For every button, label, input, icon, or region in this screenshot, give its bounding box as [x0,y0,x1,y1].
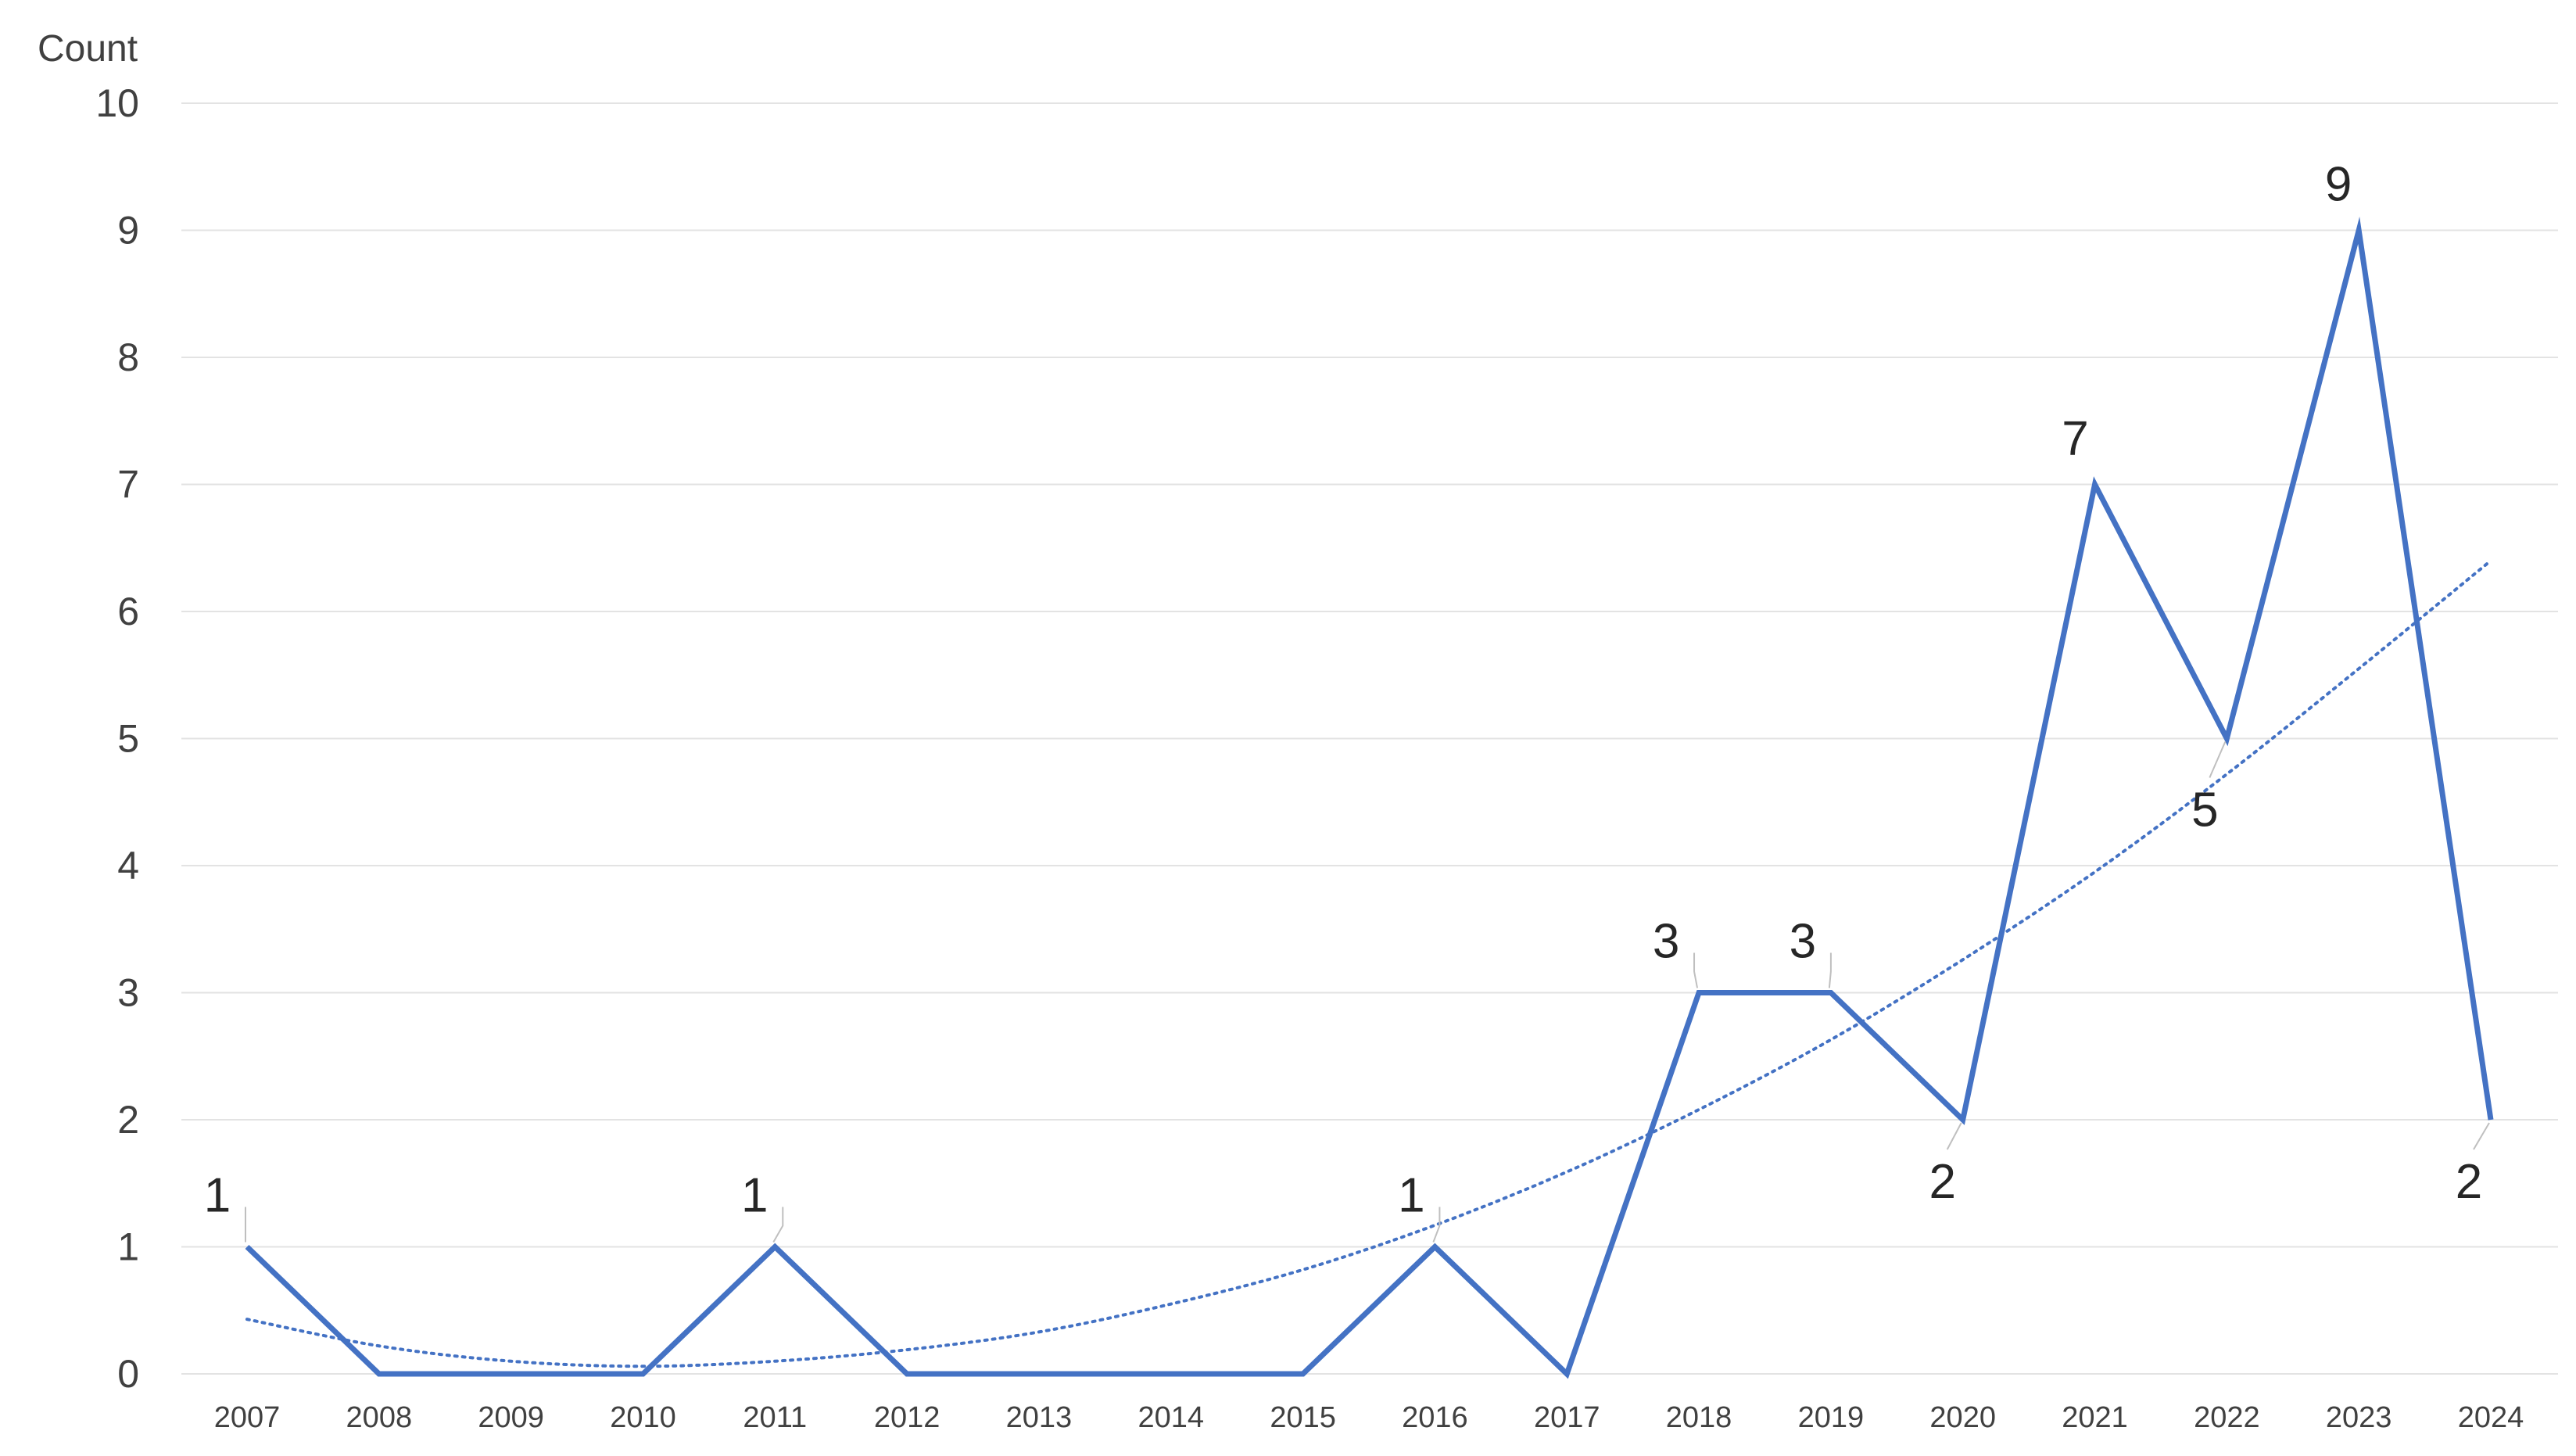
leader-line [772,1207,784,1243]
leader-line [1432,1207,1441,1243]
data-label: 5 [2191,784,2218,837]
x-tick-label: 2011 [743,1401,807,1434]
data-label: 9 [2325,158,2352,212]
x-tick-label: 2017 [1534,1401,1600,1434]
gridlines [181,102,2558,1375]
trendline [245,559,2492,1368]
y-tick-label: 2 [117,1098,139,1142]
data-label: 1 [1398,1169,1424,1223]
leader-line [1693,952,1699,988]
x-axis: 2007 2008 2009 2010 2011 2012 2013 2014 2015 2016… [214,1401,2524,1434]
x-tick-label: 2023 [2326,1401,2392,1434]
x-tick-label: 2015 [1270,1401,1336,1434]
y-tick-label: 6 [117,590,139,633]
y-tick-label: 1 [117,1225,139,1269]
data-label: 1 [741,1169,768,1223]
y-tick-label: 3 [117,971,139,1015]
data-label: 2 [2456,1155,2482,1209]
y-tick-label: 7 [117,463,139,507]
y-tick-label: 5 [117,717,139,761]
data-label: 7 [2062,412,2088,466]
y-axis-title: Count [38,28,138,70]
data-label: 3 [1653,915,1679,969]
x-tick-label: 2022 [2194,1401,2260,1434]
x-tick-label: 2016 [1402,1401,1468,1434]
x-tick-label: 2018 [1666,1401,1732,1434]
data-labels: 1 1 1 3 3 2 7 5 9 2 [204,158,2490,1243]
y-axis: Count 0 1 2 3 4 5 6 7 8 9 10 [38,28,139,1396]
leader-line [1828,952,1832,988]
data-label: 1 [204,1169,231,1223]
x-tick-label: 2021 [2062,1401,2128,1434]
leader-line [1946,1122,1962,1150]
x-tick-label: 2014 [1138,1401,1204,1434]
x-tick-label: 2019 [1798,1401,1865,1434]
x-tick-label: 2010 [610,1401,676,1434]
data-label: 2 [1929,1155,1955,1209]
y-tick-label: 4 [117,844,139,888]
y-tick-label: 0 [117,1352,139,1396]
x-tick-label: 2008 [346,1401,413,1434]
y-tick-label: 10 [95,81,139,125]
y-tick-label: 8 [117,335,139,379]
leader-line [2473,1122,2490,1150]
x-tick-label: 2024 [2458,1401,2524,1434]
x-tick-label: 2007 [214,1401,281,1434]
x-tick-label: 2013 [1006,1401,1073,1434]
x-tick-label: 2020 [1929,1401,1996,1434]
series-layer [245,216,2494,1379]
y-tick-label: 9 [117,209,139,253]
leader-line [2209,741,2227,778]
x-tick-label: 2012 [874,1401,940,1434]
series-line [245,216,2494,1379]
trendline-layer [245,559,2492,1368]
x-tick-label: 2009 [478,1401,544,1434]
data-label: 3 [1790,915,1816,969]
